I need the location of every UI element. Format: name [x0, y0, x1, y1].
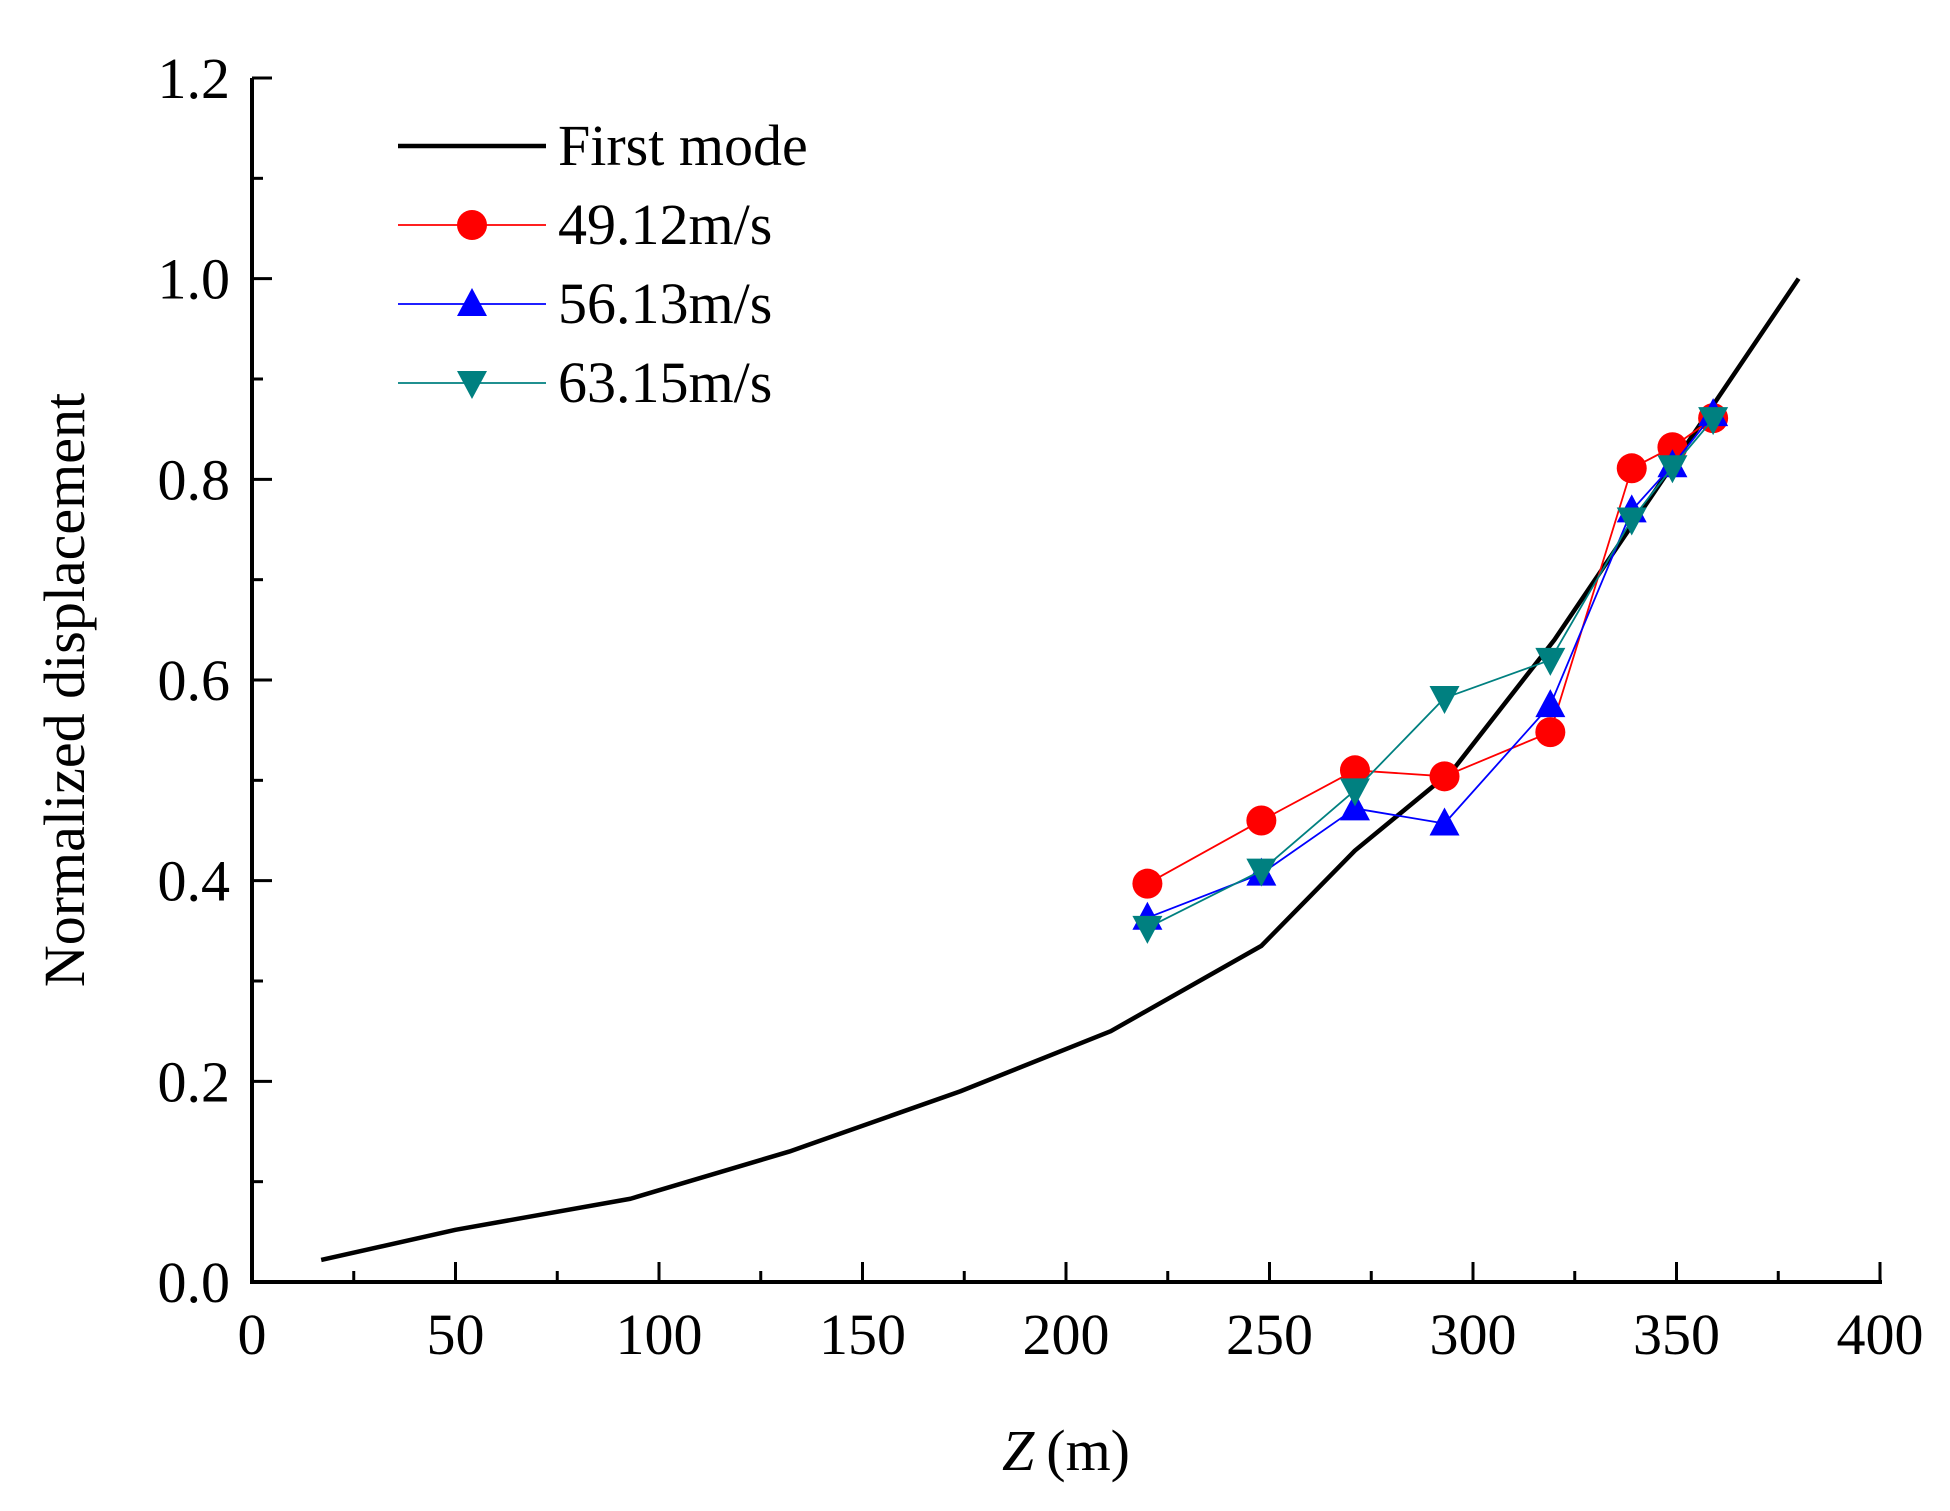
- series-line: [320, 277, 1801, 1263]
- x-tick-label: 100: [616, 1302, 703, 1367]
- series-first-mode: [320, 277, 1801, 1263]
- x-tick-label: 300: [1430, 1302, 1517, 1367]
- y-tick-label: 0.2: [158, 1049, 231, 1114]
- data-point: [1132, 915, 1163, 944]
- x-tick-label: 400: [1837, 1302, 1924, 1367]
- y-tick-label: 1.2: [158, 46, 231, 111]
- data-point: [1429, 686, 1460, 715]
- legend-label: 63.15m/s: [558, 350, 772, 415]
- plot-area: [320, 277, 1801, 1263]
- legend-item-63-15m-s: 63.15m/s: [398, 350, 772, 415]
- data-point: [1657, 455, 1688, 484]
- y-tick-label: 0.8: [158, 447, 231, 512]
- x-tick-label: 350: [1633, 1302, 1720, 1367]
- y-axis-title: Normalized displacement: [32, 393, 97, 987]
- x-tick-label: 150: [819, 1302, 906, 1367]
- data-point: [1246, 858, 1277, 887]
- series-49-12m-s: [1132, 403, 1729, 899]
- legend-marker: [457, 210, 487, 240]
- series-line: [1146, 418, 1714, 929]
- x-axis-var: Z: [1002, 1418, 1035, 1483]
- data-point: [1616, 453, 1647, 484]
- y-tick-label: 0.6: [158, 648, 231, 713]
- y-tick-label: 0.0: [158, 1250, 231, 1315]
- x-tick-label: 250: [1226, 1302, 1313, 1367]
- data-point: [1132, 868, 1163, 899]
- legend: First mode 49.12m/s 56.13m/s 63.15m/s: [398, 113, 808, 415]
- data-point: [1535, 689, 1566, 718]
- x-axis-unit: (m): [1046, 1418, 1130, 1483]
- legend-marker: [457, 288, 487, 316]
- series-line: [1146, 417, 1714, 885]
- legend-label: 56.13m/s: [558, 271, 772, 336]
- x-tick-label: 0: [238, 1302, 267, 1367]
- legend-marker: [457, 371, 487, 399]
- y-tick-label: 1.0: [158, 247, 231, 312]
- data-point: [1429, 807, 1460, 836]
- data-point: [1698, 407, 1729, 436]
- data-point: [1339, 792, 1370, 821]
- legend-label: 49.12m/s: [558, 192, 772, 257]
- data-point: [1535, 717, 1566, 748]
- legend-item-first-mode: First mode: [398, 113, 808, 178]
- series-line: [1147, 413, 1714, 919]
- data-point: [1616, 507, 1647, 536]
- data-point: [1429, 761, 1460, 792]
- x-axis-title: Z (m): [1002, 1418, 1130, 1483]
- series-63-15m-s: [1132, 407, 1729, 944]
- data-point: [1535, 647, 1566, 676]
- data-point: [1339, 755, 1370, 786]
- legend-item-56-13m-s: 56.13m/s: [398, 271, 772, 336]
- y-tick-label: 0.4: [158, 849, 231, 914]
- x-tick-label: 50: [427, 1302, 485, 1367]
- data-point: [1339, 778, 1370, 807]
- axes: 0 50 100 150 200 250 300 350 400 0.0 0.2 0.4 0.6 0.8 1…: [158, 46, 1924, 1367]
- legend-label: First mode: [558, 113, 808, 178]
- x-tick-label: 200: [1023, 1302, 1110, 1367]
- legend-item-49-12m-s: 49.12m/s: [398, 192, 772, 257]
- data-point: [1246, 805, 1277, 836]
